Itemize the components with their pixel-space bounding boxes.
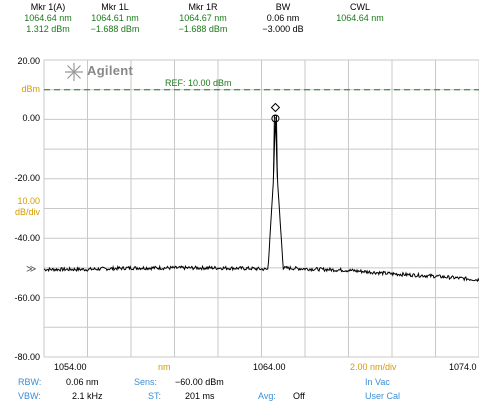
x-scale-label: 2.00 nm/div bbox=[350, 362, 397, 372]
marker-readout-1a: Mkr 1(A) 1064.64 nm 1.312 dBm bbox=[18, 2, 78, 35]
sweep-time-label: ST: bbox=[148, 391, 162, 401]
marker-power: −1.688 dBm bbox=[90, 24, 140, 34]
plot-grid bbox=[43, 59, 479, 358]
marker-header: Mkr 1R bbox=[188, 2, 218, 12]
rbw-label: RBW: bbox=[18, 377, 42, 387]
marker-1-symbol: 1 bbox=[270, 102, 281, 124]
marker-wavelength: 1064.64 nm bbox=[24, 13, 72, 23]
rbw-value: 0.06 nm bbox=[66, 377, 99, 387]
cwl-readout: CWL 1064.64 nm bbox=[330, 2, 390, 24]
medium-label: In Vac bbox=[365, 377, 390, 387]
y-tick-label: -40.00 bbox=[14, 233, 40, 243]
calibration-label: User Cal bbox=[365, 391, 401, 401]
cwl-value: 1064.64 nm bbox=[336, 13, 384, 23]
brand-logo: Agilent bbox=[87, 63, 134, 78]
y-scale-label: 10.00 bbox=[17, 196, 40, 206]
bw-header: BW bbox=[275, 2, 291, 12]
x-center-label: 1064.00 bbox=[253, 362, 286, 372]
y-tick-label: -80.00 bbox=[14, 352, 40, 362]
vbw-label: VBW: bbox=[18, 391, 41, 401]
vbw-value: 2.1 kHz bbox=[72, 391, 103, 401]
marker-wavelength: 1064.61 nm bbox=[91, 13, 139, 23]
trace-level-arrow-icon: ≫ bbox=[26, 264, 36, 275]
x-stop-label: 1074.0 bbox=[449, 362, 477, 372]
sens-value: −60.00 dBm bbox=[175, 377, 224, 387]
bw-level: −3.000 dB bbox=[262, 24, 304, 34]
spectrum-peak bbox=[272, 115, 278, 179]
y-tick-label: -20.00 bbox=[14, 173, 40, 183]
y-tick-label: -60.00 bbox=[14, 293, 40, 303]
sens-label: Sens: bbox=[134, 377, 158, 387]
x-start-label: 1054.00 bbox=[54, 362, 87, 372]
sweep-time-value: 201 ms bbox=[185, 391, 215, 401]
marker-power: −1.688 dBm bbox=[178, 24, 228, 34]
marker-readout-1r: Mkr 1R 1064.67 nm −1.688 dBm bbox=[170, 2, 236, 35]
y-scale-unit-label: dB/div bbox=[14, 207, 40, 217]
marker-header: Mkr 1(A) bbox=[30, 2, 66, 12]
bw-value: 0.06 nm bbox=[266, 13, 300, 23]
spectrum-trace bbox=[43, 117, 479, 283]
marker-wavelength: 1064.67 nm bbox=[179, 13, 227, 23]
y-tick-label: 0.00 bbox=[22, 113, 40, 123]
x-unit-label: nm bbox=[158, 362, 171, 372]
marker-number-icon: 1 bbox=[273, 117, 277, 124]
avg-value: Off bbox=[293, 391, 305, 401]
agilent-spark-icon bbox=[65, 63, 83, 81]
marker-readout-1l: Mkr 1L 1064.61 nm −1.688 dBm bbox=[82, 2, 148, 35]
ref-level-label: REF: 10.00 dBm bbox=[165, 78, 232, 88]
y-top-label: 20.00 bbox=[17, 56, 40, 66]
avg-label: Avg: bbox=[258, 391, 276, 401]
marker-diamond-icon bbox=[270, 102, 281, 113]
y-unit-label: dBm bbox=[21, 84, 40, 94]
marker-power: 1.312 dBm bbox=[26, 24, 70, 34]
cwl-header: CWL bbox=[350, 2, 370, 12]
bandwidth-readout: BW 0.06 nm −3.000 dB bbox=[258, 2, 308, 35]
marker-header: Mkr 1L bbox=[101, 2, 129, 12]
